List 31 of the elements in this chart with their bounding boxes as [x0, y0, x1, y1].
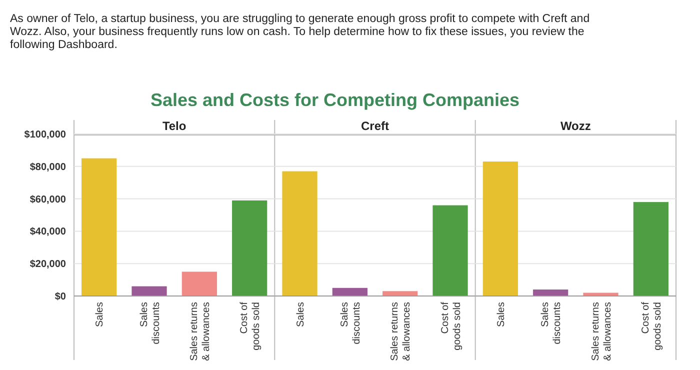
bar	[332, 288, 368, 296]
bar	[482, 162, 518, 296]
bar	[533, 290, 568, 296]
chart-subtitle: Telo	[162, 119, 186, 133]
x-tick-label: Sales discounts	[138, 302, 162, 344]
bar	[82, 158, 117, 296]
y-tick-label: $60,000	[30, 194, 66, 206]
bar	[432, 205, 468, 296]
bar	[232, 200, 268, 296]
y-tick-label: $20,000	[30, 259, 66, 270]
x-tick-label: Cost of goods sold	[239, 302, 262, 350]
bar	[382, 291, 418, 296]
text: Sales and Costs for Competing Companies	[150, 90, 520, 110]
chart-subtitle: Wozz	[560, 119, 591, 133]
x-tick-label: Cost of goods sold	[640, 302, 664, 350]
y-tick-label: $40,000	[30, 226, 66, 238]
bar	[282, 171, 318, 296]
x-tick-label: Cost of goods sold	[440, 302, 463, 350]
x-tick-label: Sales discounts	[540, 302, 564, 344]
x-tick-label: Sales discounts	[339, 302, 362, 344]
y-tick-label: $100,000	[24, 130, 66, 140]
bar	[633, 202, 668, 296]
x-tick-label: Sales	[496, 302, 507, 328]
y-tick-label: $0	[54, 292, 66, 302]
x-tick-label: Sales	[94, 302, 106, 328]
y-tick-label: $80,000	[30, 162, 66, 173]
bar	[132, 286, 167, 296]
chart-subtitle: Creft	[360, 119, 390, 133]
text: As owner of Telo, a startup business, you are struggling to generate enough gross profit to compete with Creft and Wozz. Also, your business frequently runs low on cash. To help determine how to fix these issues, you review the following Dashboard.	[10, 13, 590, 51]
bar	[182, 272, 217, 296]
x-tick-label: Sales	[295, 302, 306, 328]
